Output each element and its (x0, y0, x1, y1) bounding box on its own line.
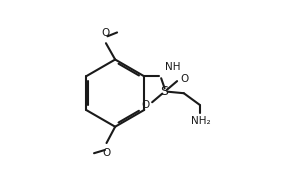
Text: O: O (141, 100, 149, 110)
Text: S: S (161, 85, 169, 98)
Text: O: O (102, 148, 111, 158)
Text: NH: NH (165, 62, 180, 72)
Text: O: O (180, 74, 188, 84)
Text: NH₂: NH₂ (191, 116, 210, 126)
Text: O: O (102, 28, 110, 38)
